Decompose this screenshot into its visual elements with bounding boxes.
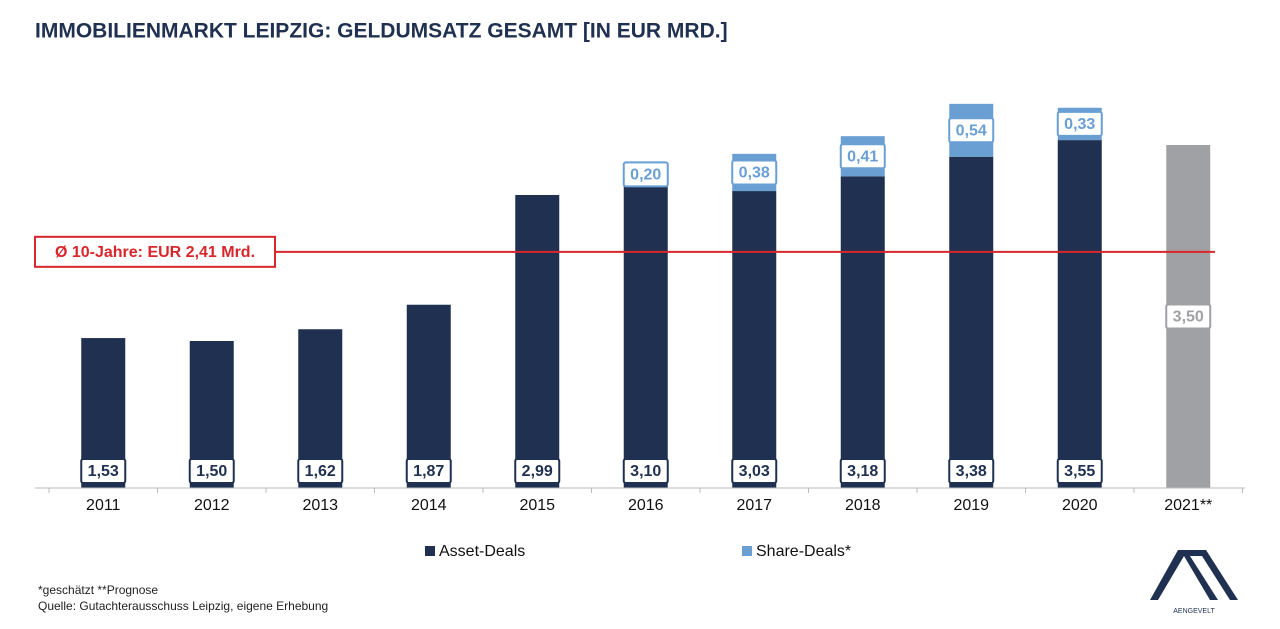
value-label: 0,41: [847, 148, 878, 165]
footnote: *geschätzt **Prognose: [38, 583, 158, 597]
value-label-box: [188, 458, 235, 484]
value-label-box: [514, 458, 561, 484]
footnote: Quelle: Gutachterausschuss Leipzig, eige…: [38, 599, 328, 613]
value-label: 2,99: [522, 463, 553, 480]
value-label-box: [731, 458, 778, 484]
x-tick-label: 2012: [194, 497, 230, 514]
value-label-box: [405, 458, 452, 484]
x-tick-label: 2017: [736, 497, 772, 514]
value-label-box: [80, 458, 127, 484]
value-label: 0,38: [739, 165, 770, 182]
x-tick-label: 2013: [302, 497, 338, 514]
x-tick-label: 2016: [628, 497, 664, 514]
value-label-box: [622, 458, 669, 484]
value-label: 0,33: [1064, 116, 1095, 133]
bar-segment: [1057, 140, 1102, 488]
legend-label: Share-Deals*: [756, 543, 851, 560]
x-tick-label: 2021**: [1164, 497, 1212, 514]
value-label-box: [1165, 303, 1212, 330]
legend-swatch: [425, 546, 435, 556]
value-label: 3,03: [739, 463, 770, 480]
value-label-box: [1056, 458, 1103, 484]
value-label-box: [297, 458, 344, 484]
value-label-box: [948, 458, 995, 484]
bar-segment: [623, 184, 668, 488]
bar-segment: [949, 156, 994, 488]
logo-text: AENGEVELT: [1173, 608, 1215, 615]
bar-segment: [515, 194, 560, 489]
legend-label: Asset-Deals: [439, 543, 525, 560]
x-tick-label: 2018: [845, 497, 881, 514]
value-label: 1,50: [196, 463, 227, 480]
value-label: 1,62: [305, 463, 336, 480]
value-label: 3,55: [1064, 463, 1095, 480]
bar-segment: [840, 176, 885, 489]
value-label: 0,20: [630, 167, 661, 184]
x-tick-label: 2019: [953, 497, 989, 514]
value-label: 0,54: [956, 123, 987, 140]
value-label: 3,18: [847, 463, 878, 480]
average-label-box: [34, 235, 276, 268]
value-label-box: [1056, 110, 1103, 137]
average-label: Ø 10-Jahre: EUR 2,41 Mrd.: [55, 244, 255, 261]
logo: AENGEVELT: [1150, 550, 1238, 615]
value-label: 3,38: [956, 463, 987, 480]
logo-mark: [1150, 550, 1238, 600]
bar-segment: [732, 191, 777, 488]
value-label-box: [622, 161, 669, 188]
legend-swatch: [742, 546, 752, 556]
value-label-box: [948, 117, 995, 144]
x-tick-label: 2015: [519, 497, 555, 514]
value-label: 1,87: [413, 463, 444, 480]
x-tick-label: 2014: [411, 497, 447, 514]
x-tick-label: 2011: [86, 497, 121, 514]
value-label-box: [839, 458, 886, 484]
value-label-box: [731, 159, 778, 186]
value-label-box: [839, 143, 886, 170]
value-label: 3,10: [630, 463, 661, 480]
value-label: 1,53: [88, 463, 119, 480]
x-tick-label: 2020: [1062, 497, 1098, 514]
value-label: 3,50: [1173, 309, 1204, 326]
chart-title: IMMOBILIENMARKT LEIPZIG: GELDUMSATZ GESA…: [35, 20, 728, 43]
bar-segment: [406, 304, 451, 488]
